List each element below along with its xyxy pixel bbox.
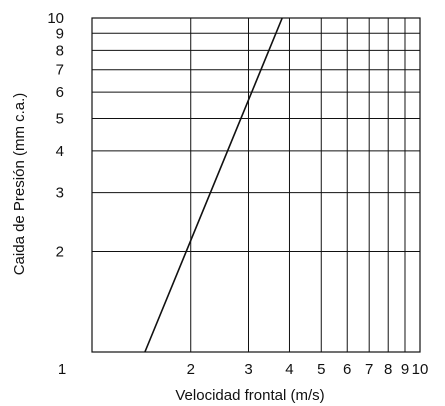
- y-tick-label: 5: [56, 111, 64, 128]
- y-tick-label: 4: [56, 143, 64, 160]
- y-tick-label: 6: [56, 84, 64, 101]
- x-axis-title: Velocidad frontal (m/s): [175, 387, 324, 404]
- y-tick-label: 10: [47, 10, 64, 27]
- x-tick-label: 2: [187, 361, 195, 378]
- y-tick-label: 7: [56, 62, 64, 79]
- x-tick-label: 4: [285, 361, 293, 378]
- x-tick-label: 5: [317, 361, 325, 378]
- series-layer: [144, 17, 283, 353]
- y-tick-label: 2: [56, 243, 64, 260]
- plot-frame: [91, 17, 421, 353]
- grid-layer: [91, 17, 421, 353]
- x-tick-label: 6: [343, 361, 351, 378]
- y-tick-label: 9: [56, 25, 64, 42]
- x-tick-label: 7: [365, 361, 373, 378]
- y-axis-title: Caida de Presión (mm c.a.): [11, 93, 28, 276]
- y-tick-label: 8: [56, 42, 64, 59]
- x-tick-label: 10: [412, 361, 429, 378]
- x-tick-label: 1: [58, 361, 66, 378]
- y-tick-label: 3: [56, 185, 64, 202]
- x-tick-label: 9: [401, 361, 409, 378]
- x-tick-label: 3: [244, 361, 252, 378]
- series-line: [144, 17, 283, 353]
- x-tick-label: 8: [384, 361, 392, 378]
